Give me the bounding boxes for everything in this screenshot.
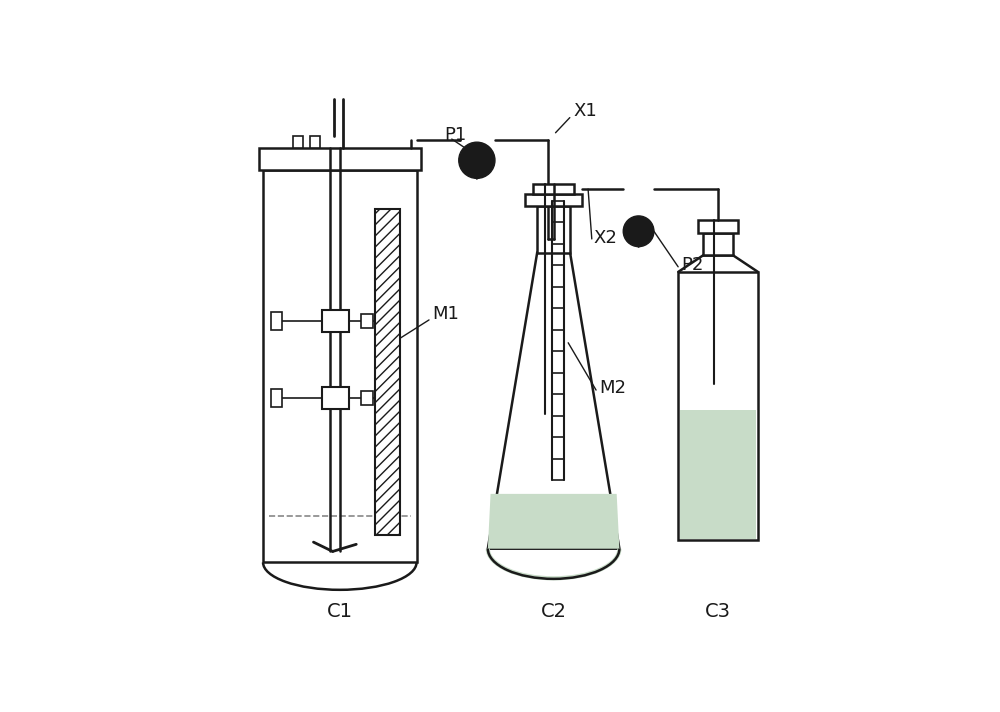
Bar <box>525 194 582 206</box>
Bar <box>361 391 373 405</box>
Bar <box>271 313 282 330</box>
Bar <box>703 234 733 256</box>
Polygon shape <box>629 231 649 247</box>
Text: P1: P1 <box>444 126 466 144</box>
Bar <box>537 206 570 253</box>
Bar <box>533 184 574 194</box>
Bar <box>271 389 282 407</box>
Bar <box>698 220 738 234</box>
Bar <box>293 137 303 149</box>
Text: M1: M1 <box>432 305 459 323</box>
Text: P2: P2 <box>681 256 704 274</box>
Text: C1: C1 <box>327 602 353 622</box>
Text: X1: X1 <box>574 103 598 120</box>
Polygon shape <box>488 494 619 549</box>
Text: C3: C3 <box>705 602 731 622</box>
Circle shape <box>459 142 495 179</box>
Bar <box>361 314 373 328</box>
Bar <box>678 272 758 540</box>
Bar <box>322 387 349 409</box>
Text: M2: M2 <box>599 379 626 397</box>
Bar <box>263 170 417 562</box>
Text: X2: X2 <box>594 229 618 247</box>
Polygon shape <box>488 253 619 549</box>
Bar <box>375 209 400 535</box>
Bar <box>310 137 320 149</box>
Polygon shape <box>465 160 489 179</box>
Bar <box>680 410 756 539</box>
Text: C2: C2 <box>541 602 567 622</box>
Circle shape <box>623 216 654 246</box>
Bar <box>322 310 349 332</box>
Bar <box>259 149 421 170</box>
